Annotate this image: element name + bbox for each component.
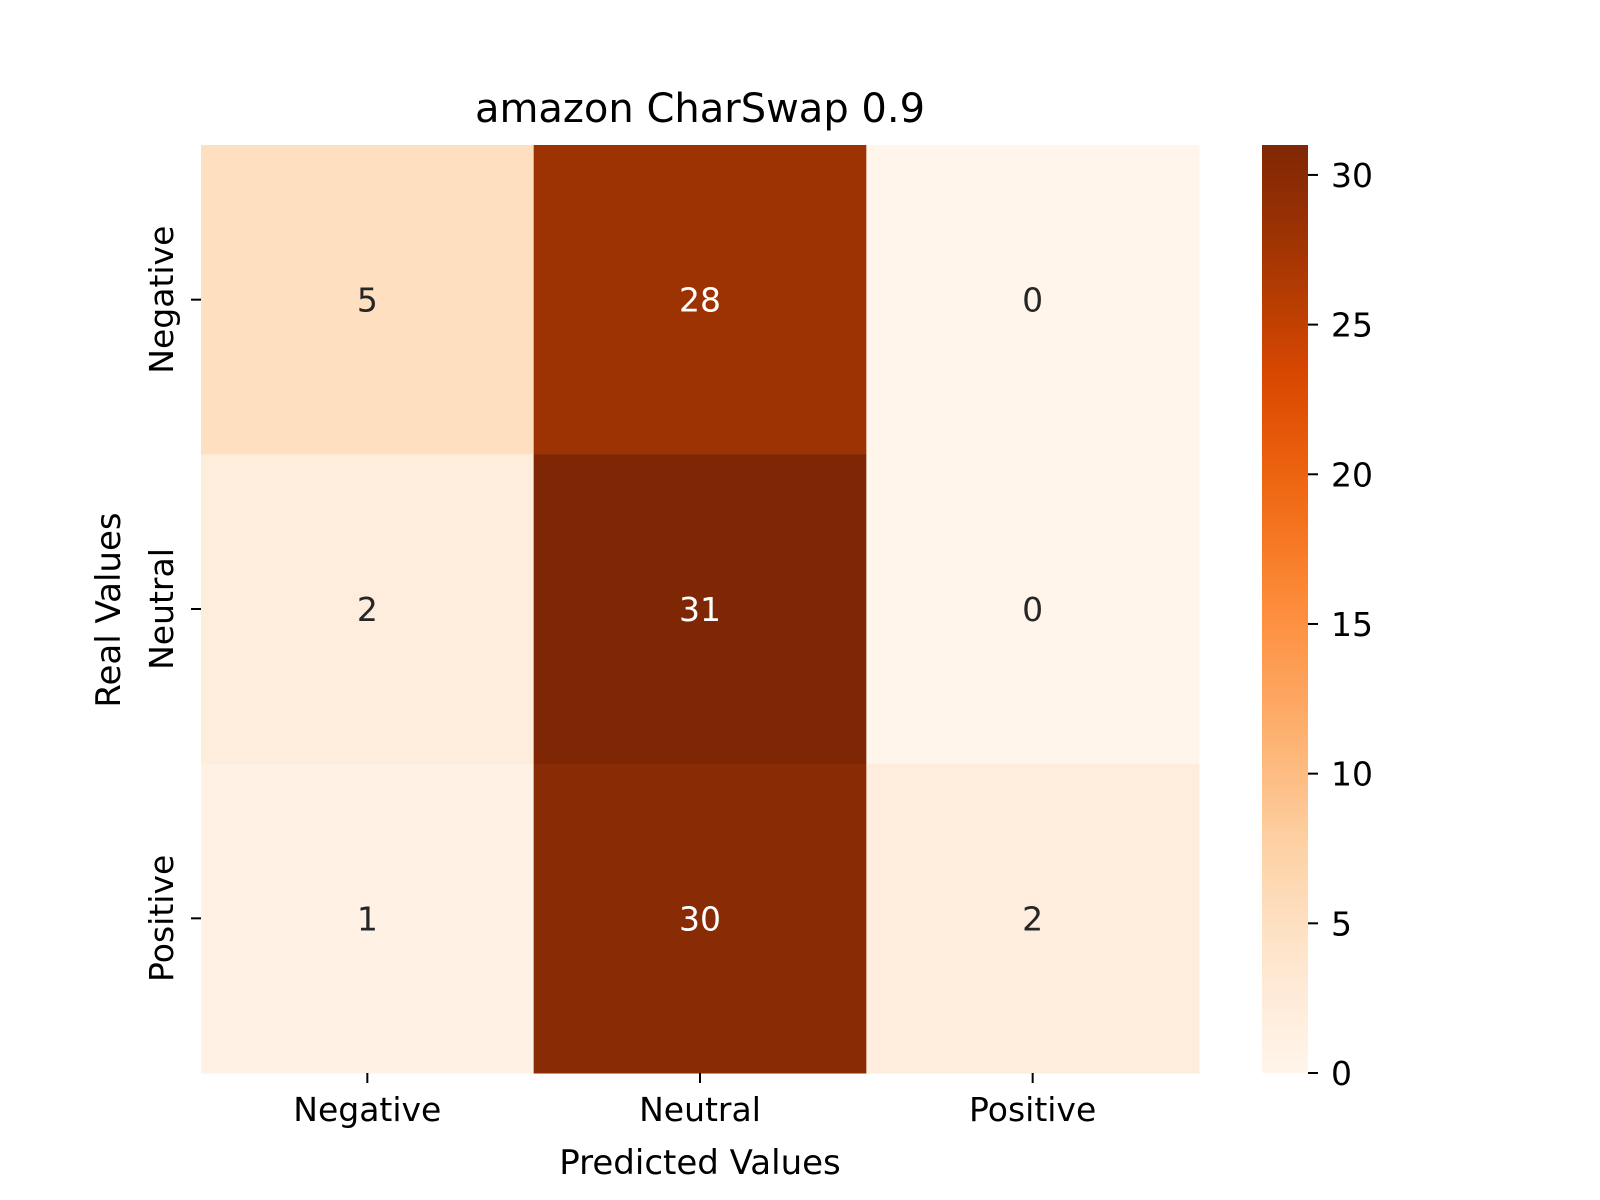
heatmap-cell — [866, 763, 1200, 1074]
heatmap-cell — [533, 763, 867, 1074]
cell-value-label: 0 — [1022, 590, 1043, 629]
cell-value-label: 2 — [1022, 899, 1043, 938]
colorbar-tick-label: 25 — [1331, 306, 1373, 345]
colorbar — [1262, 145, 1308, 1073]
heatmap-cell — [201, 763, 535, 1074]
colorbar-tick-label: 0 — [1331, 1054, 1352, 1093]
heatmap-cell — [533, 454, 867, 765]
x-tick-label: Neutral — [639, 1090, 761, 1129]
cell-value-label: 2 — [357, 590, 378, 629]
cell-value-label: 31 — [679, 590, 721, 629]
heatmap-cell — [201, 454, 535, 765]
y-tick-label: Neutral — [142, 548, 181, 670]
heatmap-cell — [866, 454, 1200, 765]
heatmap-cell — [866, 145, 1200, 455]
y-tick-label: Positive — [142, 855, 181, 982]
y-tick-label: Negative — [142, 226, 181, 374]
cell-value-label: 5 — [357, 281, 378, 320]
heatmap-cell — [533, 145, 867, 455]
x-tick-label: Negative — [293, 1090, 441, 1129]
colorbar-tick-label: 15 — [1331, 605, 1373, 644]
x-axis-ticks: Negative Neutral Positive — [293, 1073, 1096, 1129]
cell-value-label: 28 — [679, 281, 721, 320]
heatmap-cell — [201, 145, 535, 455]
colorbar-ticks: 0 5 10 15 20 25 30 — [1308, 156, 1373, 1093]
colorbar-tick-label: 5 — [1331, 904, 1352, 943]
x-tick-label: Positive — [969, 1090, 1096, 1129]
cell-value-label: 0 — [1022, 281, 1043, 320]
x-axis-label: Predicted Values — [559, 1143, 841, 1183]
colorbar-tick-label: 30 — [1331, 156, 1373, 195]
y-axis-label: Real Values — [89, 512, 129, 707]
cell-value-label: 1 — [357, 899, 378, 938]
colorbar-tick-label: 10 — [1331, 755, 1373, 794]
chart-title: amazon CharSwap 0.9 — [475, 86, 925, 132]
y-axis-ticks: Negative Neutral Positive — [142, 226, 201, 982]
cell-value-label: 30 — [679, 899, 721, 938]
heatmap-cells: 5 28 0 2 31 0 1 30 2 — [201, 145, 1200, 1074]
colorbar-tick-label: 20 — [1331, 455, 1373, 494]
